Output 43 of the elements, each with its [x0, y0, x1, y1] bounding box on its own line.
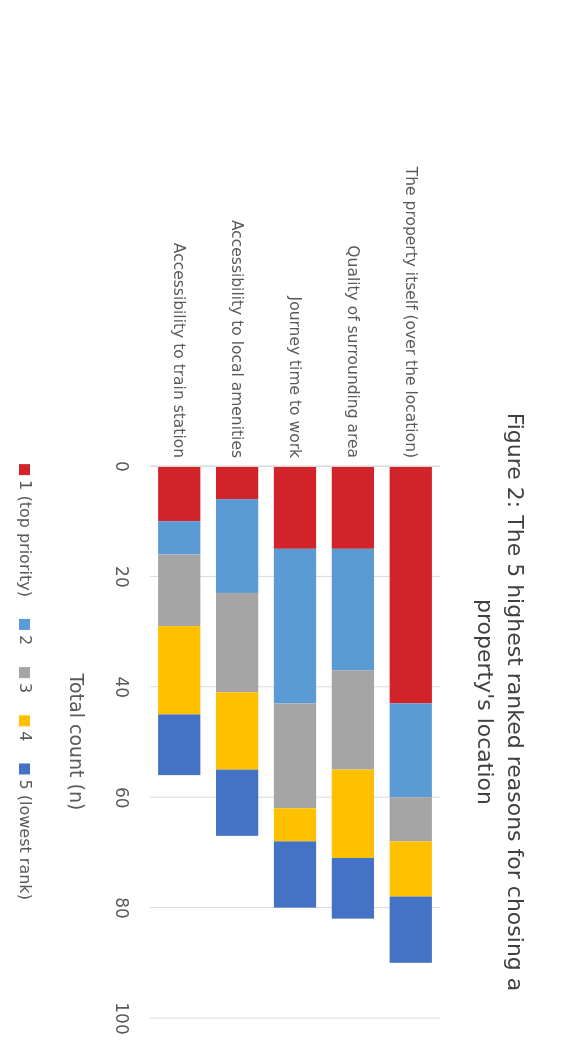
legend-label: 5 (lowest rank) — [16, 779, 35, 900]
bar — [389, 466, 432, 704]
bar — [158, 466, 201, 522]
bar — [158, 714, 201, 776]
legend-label: 1 (top priority) — [16, 480, 35, 597]
bar — [331, 466, 375, 549]
y-tick-label: 60 — [111, 786, 132, 809]
bar — [389, 797, 432, 842]
legend-label: 3 — [16, 683, 35, 694]
x-tick-label: Journey time to work — [286, 295, 305, 459]
y-tick-label: 0 — [111, 461, 132, 472]
bar — [158, 521, 201, 555]
text: Figure 2: The 5 highest ranked reasons for chosing a property's location — [473, 412, 528, 992]
x-tick-label: Accessibility to local amenities — [228, 219, 247, 458]
y-tick-label: 40 — [111, 676, 132, 699]
bar — [389, 896, 432, 963]
legend-label: 2 — [16, 634, 35, 646]
bar — [273, 548, 317, 704]
y-tick-label: 100 — [111, 1002, 132, 1035]
bar — [331, 769, 375, 858]
bar — [331, 548, 375, 671]
bar — [215, 592, 259, 693]
y-tick-label: 20 — [111, 566, 132, 588]
bar — [331, 857, 375, 919]
x-tick-label: Quality of surrounding area — [343, 245, 362, 458]
bar — [158, 626, 201, 715]
x-tick-label: Accessibility to train station — [170, 242, 189, 458]
bar — [215, 692, 259, 770]
bar — [273, 466, 317, 549]
legend-label: 4 — [16, 731, 35, 742]
bar — [273, 808, 317, 842]
bar — [273, 841, 317, 908]
bar — [273, 703, 317, 809]
bar — [158, 554, 201, 627]
bar — [389, 841, 432, 897]
bar — [215, 769, 259, 836]
bar — [215, 499, 259, 593]
y-tick-label: 80 — [111, 897, 132, 919]
x-tick-label: The property itself (over the location) — [401, 165, 420, 458]
bar — [215, 466, 259, 500]
y-axis-title: Total count (n) — [66, 672, 88, 811]
bar — [331, 670, 375, 770]
bar — [389, 703, 432, 798]
